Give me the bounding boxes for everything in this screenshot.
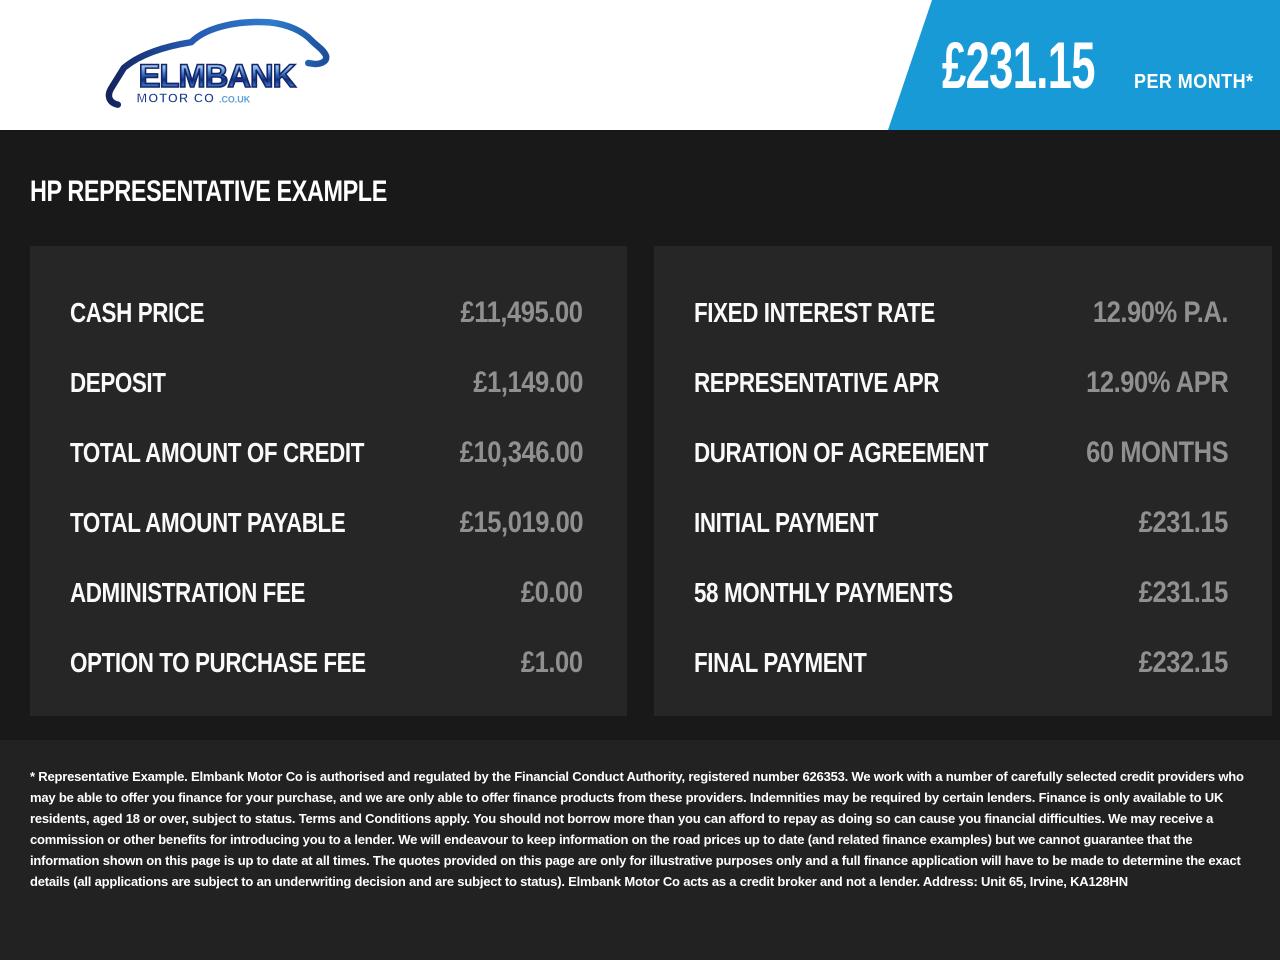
finance-row: OPTION TO PURCHASE FEE £1.00 <box>30 628 627 698</box>
finance-row-value: 60 MONTHS <box>1086 436 1229 469</box>
finance-row-label: 58 MONTHLY PAYMENTS <box>693 577 953 608</box>
finance-row-label: TOTAL AMOUNT OF CREDIT <box>70 437 364 468</box>
finance-row-value: £231.15 <box>1139 506 1229 539</box>
finance-row: FINAL PAYMENT £232.15 <box>654 628 1273 698</box>
logo-brand-halo: ELMBANK <box>139 57 297 94</box>
finance-row-label: DEPOSIT <box>70 367 166 398</box>
disclaimer-footer: * Representative Example. Elmbank Motor … <box>0 740 1280 960</box>
site-header: ELMBANK ELMBANK MOTOR CO .CO.UK £231.15 … <box>0 0 1280 130</box>
finance-row-label: REPRESENTATIVE APR <box>693 367 939 398</box>
logo-sub-text: MOTOR CO <box>137 91 216 106</box>
finance-row: CASH PRICE £11,495.00 <box>30 278 627 348</box>
logo-brand-text: ELMBANK <box>139 57 297 94</box>
finance-row-label: TOTAL AMOUNT PAYABLE <box>70 507 346 538</box>
finance-row-value: 12.90% P.A. <box>1093 296 1229 329</box>
finance-row-value: £10,346.00 <box>459 436 583 469</box>
finance-row-value: £1,149.00 <box>473 366 583 399</box>
finance-row: DURATION OF AGREEMENT 60 MONTHS <box>654 418 1273 488</box>
finance-row-value: £15,019.00 <box>459 506 583 539</box>
finance-row: DEPOSIT £1,149.00 <box>30 348 627 418</box>
page-title: HP REPRESENTATIVE EXAMPLE <box>30 175 387 208</box>
finance-row-label: ADMINISTRATION FEE <box>70 577 306 608</box>
finance-row: INITIAL PAYMENT £231.15 <box>654 488 1273 558</box>
finance-panel-right: FIXED INTEREST RATE 12.90% P.A. REPRESEN… <box>653 246 1273 716</box>
finance-row-value: £11,495.00 <box>460 296 583 329</box>
car-outline-icon <box>105 18 330 108</box>
finance-row-label: CASH PRICE <box>70 297 205 328</box>
finance-row-label: OPTION TO PURCHASE FEE <box>70 647 366 678</box>
finance-row-value: £1.00 <box>520 646 583 679</box>
finance-row-label: FINAL PAYMENT <box>693 647 867 678</box>
finance-row-label: INITIAL PAYMENT <box>693 507 878 538</box>
monthly-price-amount: £231.15 <box>942 28 1096 102</box>
monthly-price-suffix: PER MONTH* <box>1133 71 1254 93</box>
finance-row: ADMINISTRATION FEE £0.00 <box>30 558 627 628</box>
finance-row-value: 12.90% APR <box>1086 366 1229 399</box>
monthly-price-banner: £231.15 PER MONTH* <box>888 0 1280 130</box>
disclaimer-text: * Representative Example. Elmbank Motor … <box>30 769 1244 889</box>
finance-panel-left: CASH PRICE £11,495.00 DEPOSIT £1,149.00 … <box>30 246 627 716</box>
finance-row-value: £232.15 <box>1139 646 1229 679</box>
finance-row-value: £231.15 <box>1139 576 1229 609</box>
finance-row-value: £0.00 <box>520 576 583 609</box>
finance-row: 58 MONTHLY PAYMENTS £231.15 <box>654 558 1273 628</box>
elmbank-logo-graphic: ELMBANK ELMBANK MOTOR CO .CO.UK <box>105 18 330 108</box>
finance-panels: CASH PRICE £11,495.00 DEPOSIT £1,149.00 … <box>30 246 1273 716</box>
finance-row: TOTAL AMOUNT PAYABLE £15,019.00 <box>30 488 627 558</box>
finance-row-label: DURATION OF AGREEMENT <box>693 437 988 468</box>
finance-row: FIXED INTEREST RATE 12.90% P.A. <box>654 278 1273 348</box>
logo-domain-text: .CO.UK <box>219 95 251 105</box>
finance-row: REPRESENTATIVE APR 12.90% APR <box>654 348 1273 418</box>
finance-row: TOTAL AMOUNT OF CREDIT £10,346.00 <box>30 418 627 488</box>
finance-example-section: HP REPRESENTATIVE EXAMPLE CASH PRICE £11… <box>0 130 1280 740</box>
elmbank-logo[interactable]: ELMBANK ELMBANK MOTOR CO .CO.UK <box>98 14 336 116</box>
finance-row-label: FIXED INTEREST RATE <box>693 297 935 328</box>
